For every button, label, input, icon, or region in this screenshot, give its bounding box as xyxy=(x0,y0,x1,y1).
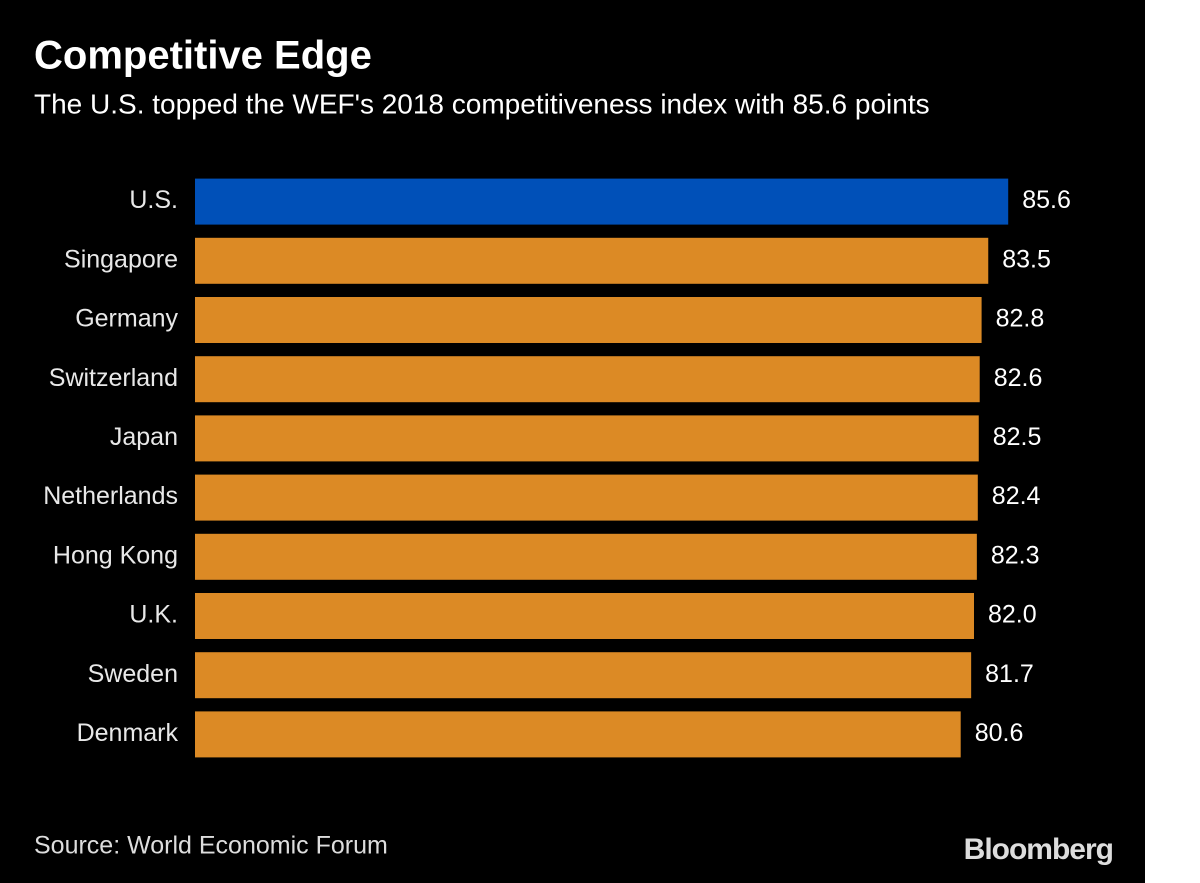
category-label: Switzerland xyxy=(49,364,178,392)
category-label: U.S. xyxy=(129,186,178,214)
value-label: 82.0 xyxy=(988,601,1037,629)
chart-subtitle: The U.S. topped the WEF's 2018 competiti… xyxy=(34,88,930,119)
logo: Bloomberg xyxy=(964,833,1113,866)
value-label: 82.3 xyxy=(991,541,1040,569)
value-label: 82.6 xyxy=(994,364,1043,392)
bar xyxy=(195,593,974,639)
bar xyxy=(195,178,1009,225)
category-label: Japan xyxy=(110,423,178,451)
bar xyxy=(195,356,980,403)
value-label: 82.8 xyxy=(996,305,1045,333)
category-label: Netherlands xyxy=(43,482,178,510)
category-label: U.K. xyxy=(129,601,178,629)
category-label: Germany xyxy=(75,305,178,333)
bar xyxy=(195,474,978,521)
bar xyxy=(195,652,972,699)
bar xyxy=(195,533,977,580)
bar xyxy=(195,237,989,284)
value-label: 82.4 xyxy=(992,482,1041,510)
category-label: Hong Kong xyxy=(53,541,178,569)
category-label: Denmark xyxy=(77,719,179,747)
value-label: 83.5 xyxy=(1002,245,1051,273)
category-label: Sweden xyxy=(88,660,178,688)
source: Source: World Economic Forum xyxy=(34,832,388,860)
bar xyxy=(195,415,979,462)
bar xyxy=(195,297,982,343)
bar xyxy=(195,711,961,758)
category-label: Singapore xyxy=(64,245,178,273)
value-label: 81.7 xyxy=(985,660,1034,688)
value-label: 85.6 xyxy=(1022,186,1071,214)
chart-title: Competitive Edge xyxy=(34,34,372,78)
margin-strip xyxy=(1145,0,1200,883)
value-label: 80.6 xyxy=(975,719,1024,747)
value-label: 82.5 xyxy=(993,423,1042,451)
